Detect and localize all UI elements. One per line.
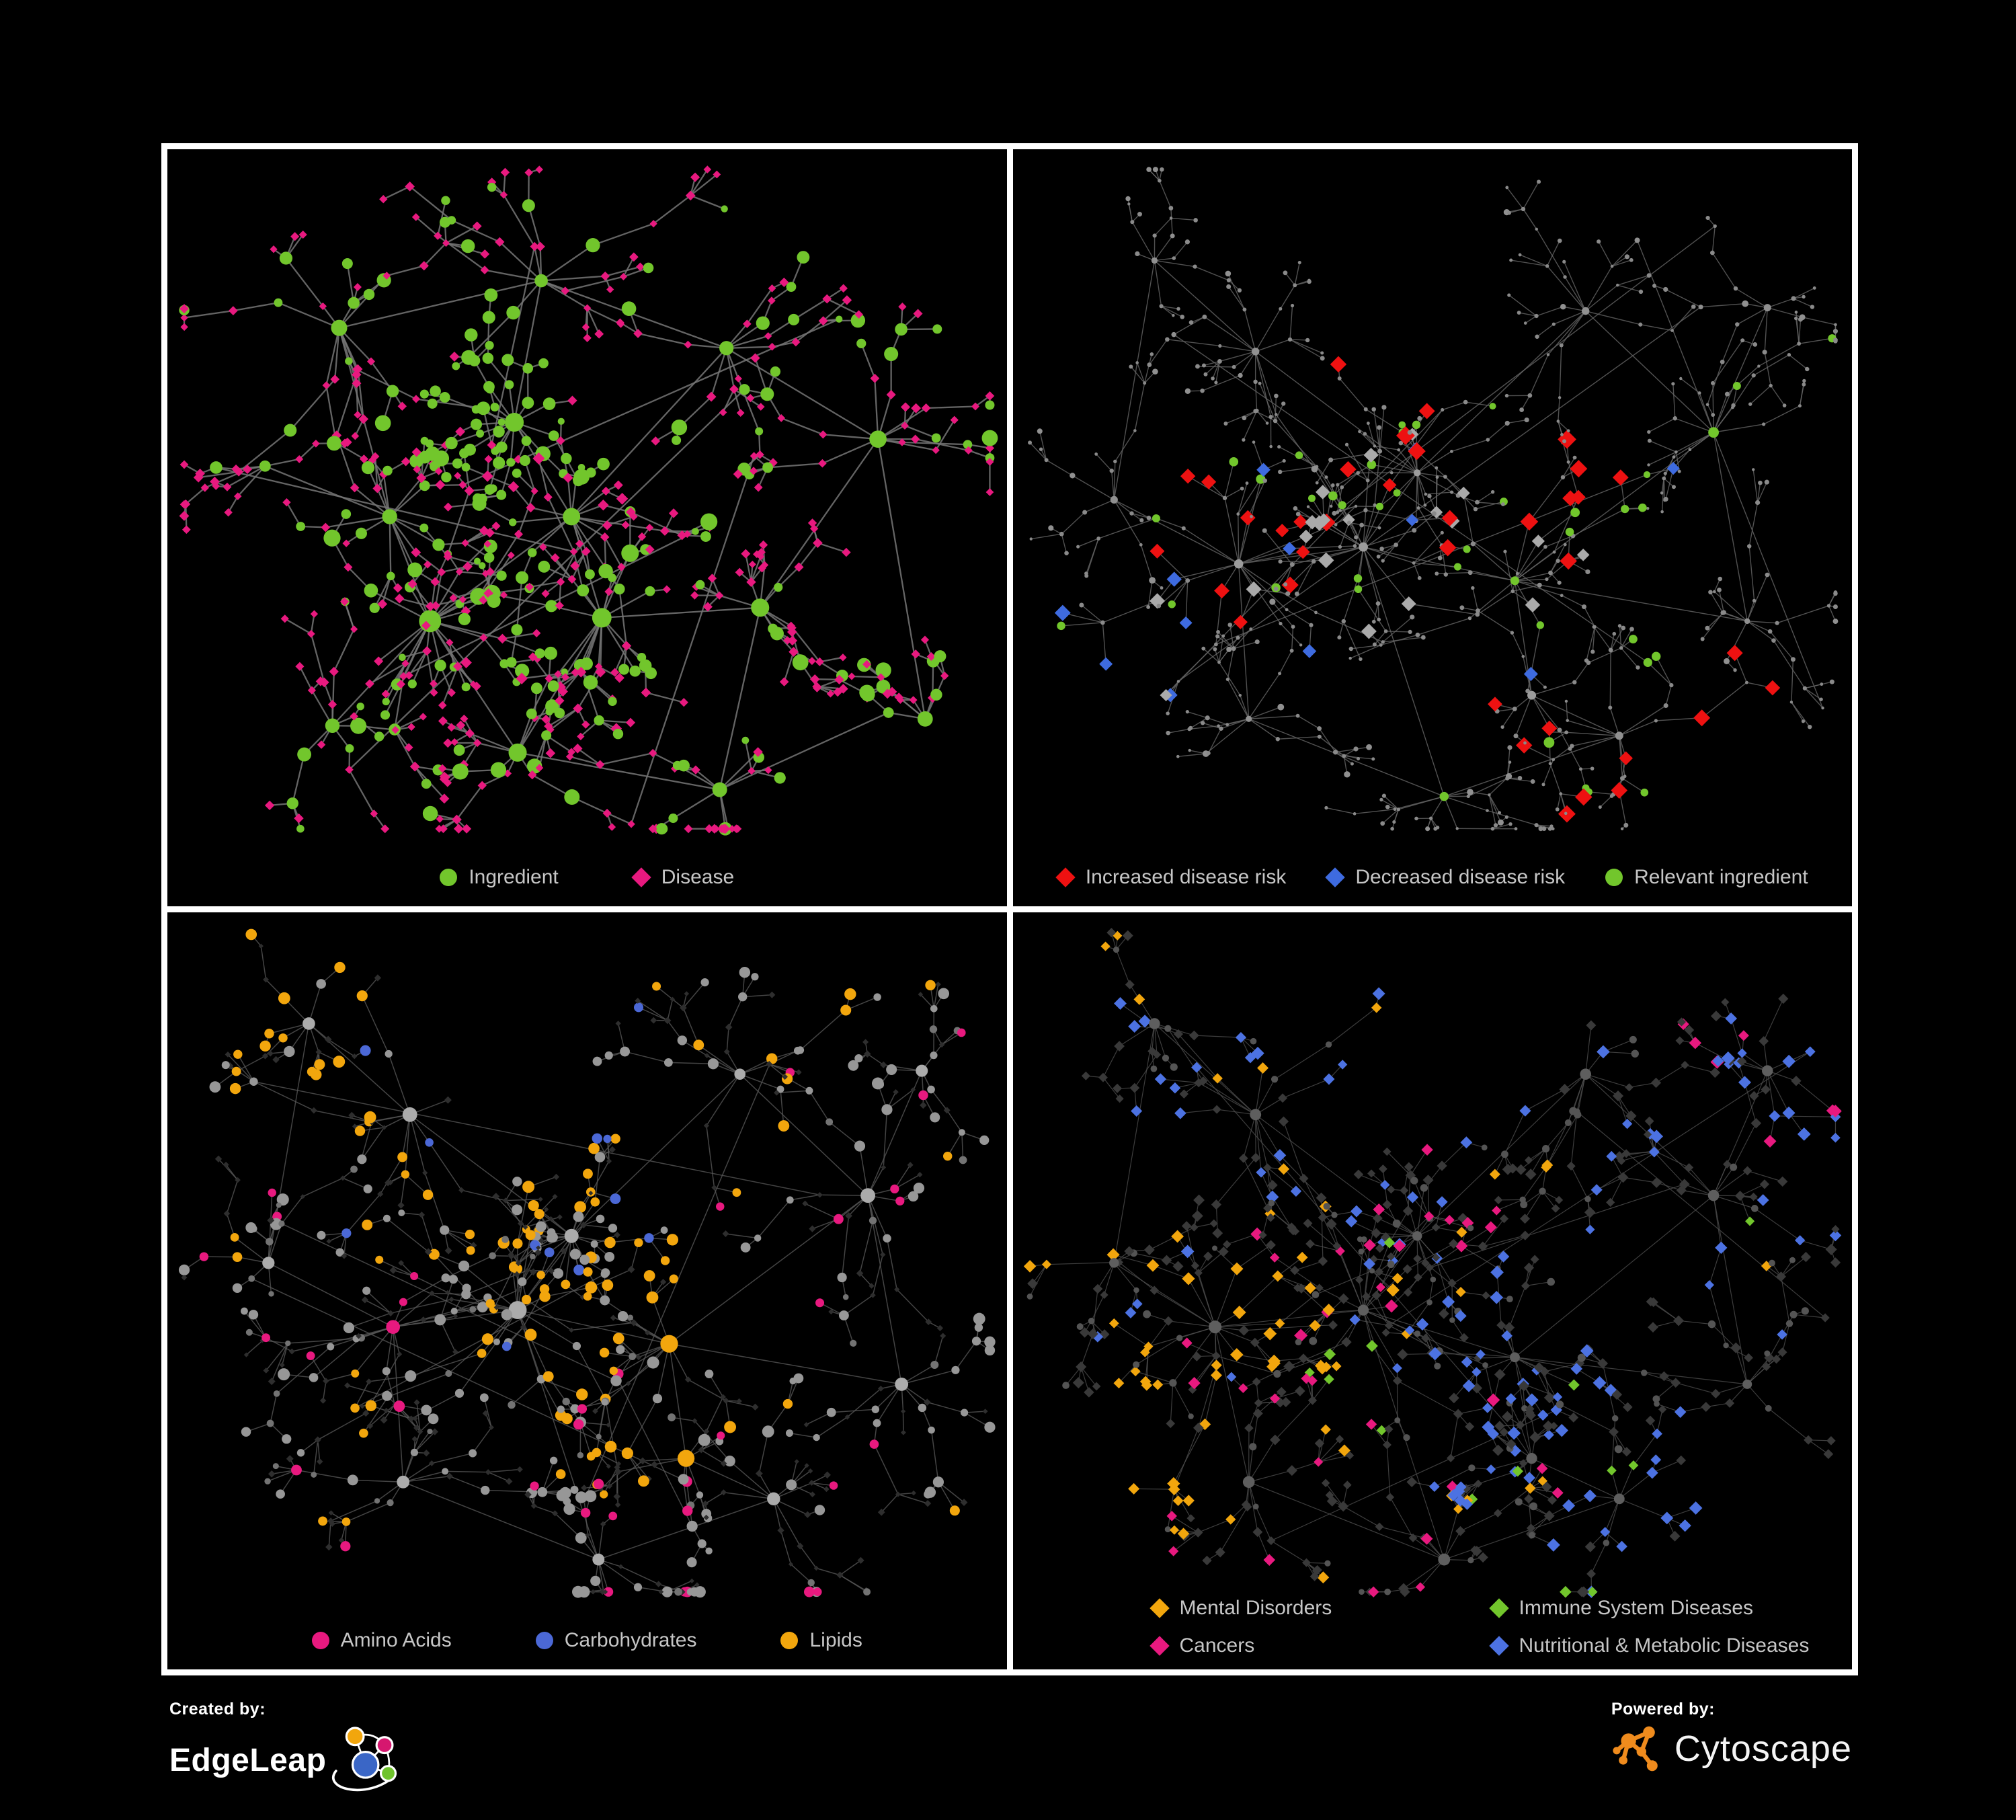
legend-item: Relevant ingredient (1605, 866, 1808, 889)
panel-disease-classes: Mental Disorders Immune System Diseases … (1012, 912, 1852, 1669)
legend-label: Decreased disease risk (1355, 866, 1566, 888)
legend-label: Cancers (1179, 1634, 1255, 1657)
legend-item: Mental Disorders (1149, 1597, 1490, 1620)
powered-by-label: Powered by: (1611, 1700, 1716, 1718)
legend-marker (311, 1632, 329, 1649)
legend-item: Immune System Diseases (1488, 1597, 1810, 1620)
legend-item: Carbohydrates (535, 1629, 697, 1652)
legend-marker (1605, 869, 1623, 886)
edgeleap-brand: EdgeLeap (169, 1742, 327, 1778)
legend-item: Nutritional & Metabolic Diseases (1488, 1634, 1810, 1657)
legend-label: Lipids (809, 1629, 862, 1651)
cytoscape-logo-icon (1613, 1726, 1658, 1772)
legend-label: Immune System Diseases (1519, 1597, 1753, 1619)
panel-ingredient-disease: Ingredient Disease (167, 149, 1007, 906)
network-disease-risk (1027, 167, 1838, 832)
legend-marker (1488, 1636, 1509, 1656)
created-by-block: Created by: EdgeLeap (169, 1700, 413, 1800)
legend-nutrient-classes: Amino Acids Carbohydrates Lipids (167, 1629, 1007, 1652)
legend-marker (1149, 1636, 1170, 1656)
powered-by-block: Powered by: (1611, 1700, 1852, 1777)
legend-item: Increased disease risk (1055, 866, 1287, 889)
legend-marker (1325, 867, 1346, 887)
network-ingredient-disease (179, 165, 998, 836)
legend-marker (440, 869, 458, 886)
legend-disease-classes: Mental Disorders Immune System Diseases … (1149, 1597, 1810, 1657)
legend-label: Ingredient (469, 866, 559, 888)
legend-label: Nutritional & Metabolic Diseases (1519, 1634, 1810, 1657)
cytoscape-brand: Cytoscape (1674, 1729, 1852, 1769)
legend-item: Amino Acids (311, 1629, 452, 1652)
panel-grid: Ingredient Disease Increased disease ris… (161, 143, 1858, 1675)
panel-nutrient-classes: Amino Acids Carbohydrates Lipids (167, 912, 1007, 1669)
legend-marker (1055, 867, 1076, 887)
legend-ingredient-disease: Ingredient Disease (167, 866, 1007, 889)
panel-disease-risk: Increased disease risk Decreased disease… (1012, 149, 1853, 906)
footer: Created by: EdgeLeap Powered by: (169, 1700, 1852, 1800)
created-by-label: Created by: (169, 1700, 266, 1718)
legend-label: Disease (661, 866, 735, 888)
network-disease-classes (1023, 928, 1842, 1598)
legend-label: Increased disease risk (1085, 866, 1287, 888)
legend-marker (631, 867, 651, 887)
legend-marker (1488, 1598, 1509, 1618)
legend-label: Relevant ingredient (1634, 866, 1808, 888)
legend-item: Ingredient (440, 866, 559, 889)
network-nutrient-classes (178, 928, 996, 1598)
legend-item: Lipids (780, 1629, 862, 1652)
legend-label: Amino Acids (340, 1629, 452, 1651)
legend-marker (535, 1632, 553, 1649)
legend-item: Cancers (1149, 1634, 1490, 1657)
legend-label: Mental Disorders (1179, 1597, 1332, 1619)
legend-item: Decreased disease risk (1325, 866, 1566, 889)
legend-marker (780, 1632, 799, 1649)
legend-label: Carbohydrates (564, 1629, 697, 1651)
legend-marker (1149, 1598, 1170, 1618)
edgeleap-logo-icon (332, 1727, 397, 1792)
legend-disease-risk: Increased disease risk Decreased disease… (1013, 866, 1853, 889)
legend-item: Disease (631, 866, 735, 889)
